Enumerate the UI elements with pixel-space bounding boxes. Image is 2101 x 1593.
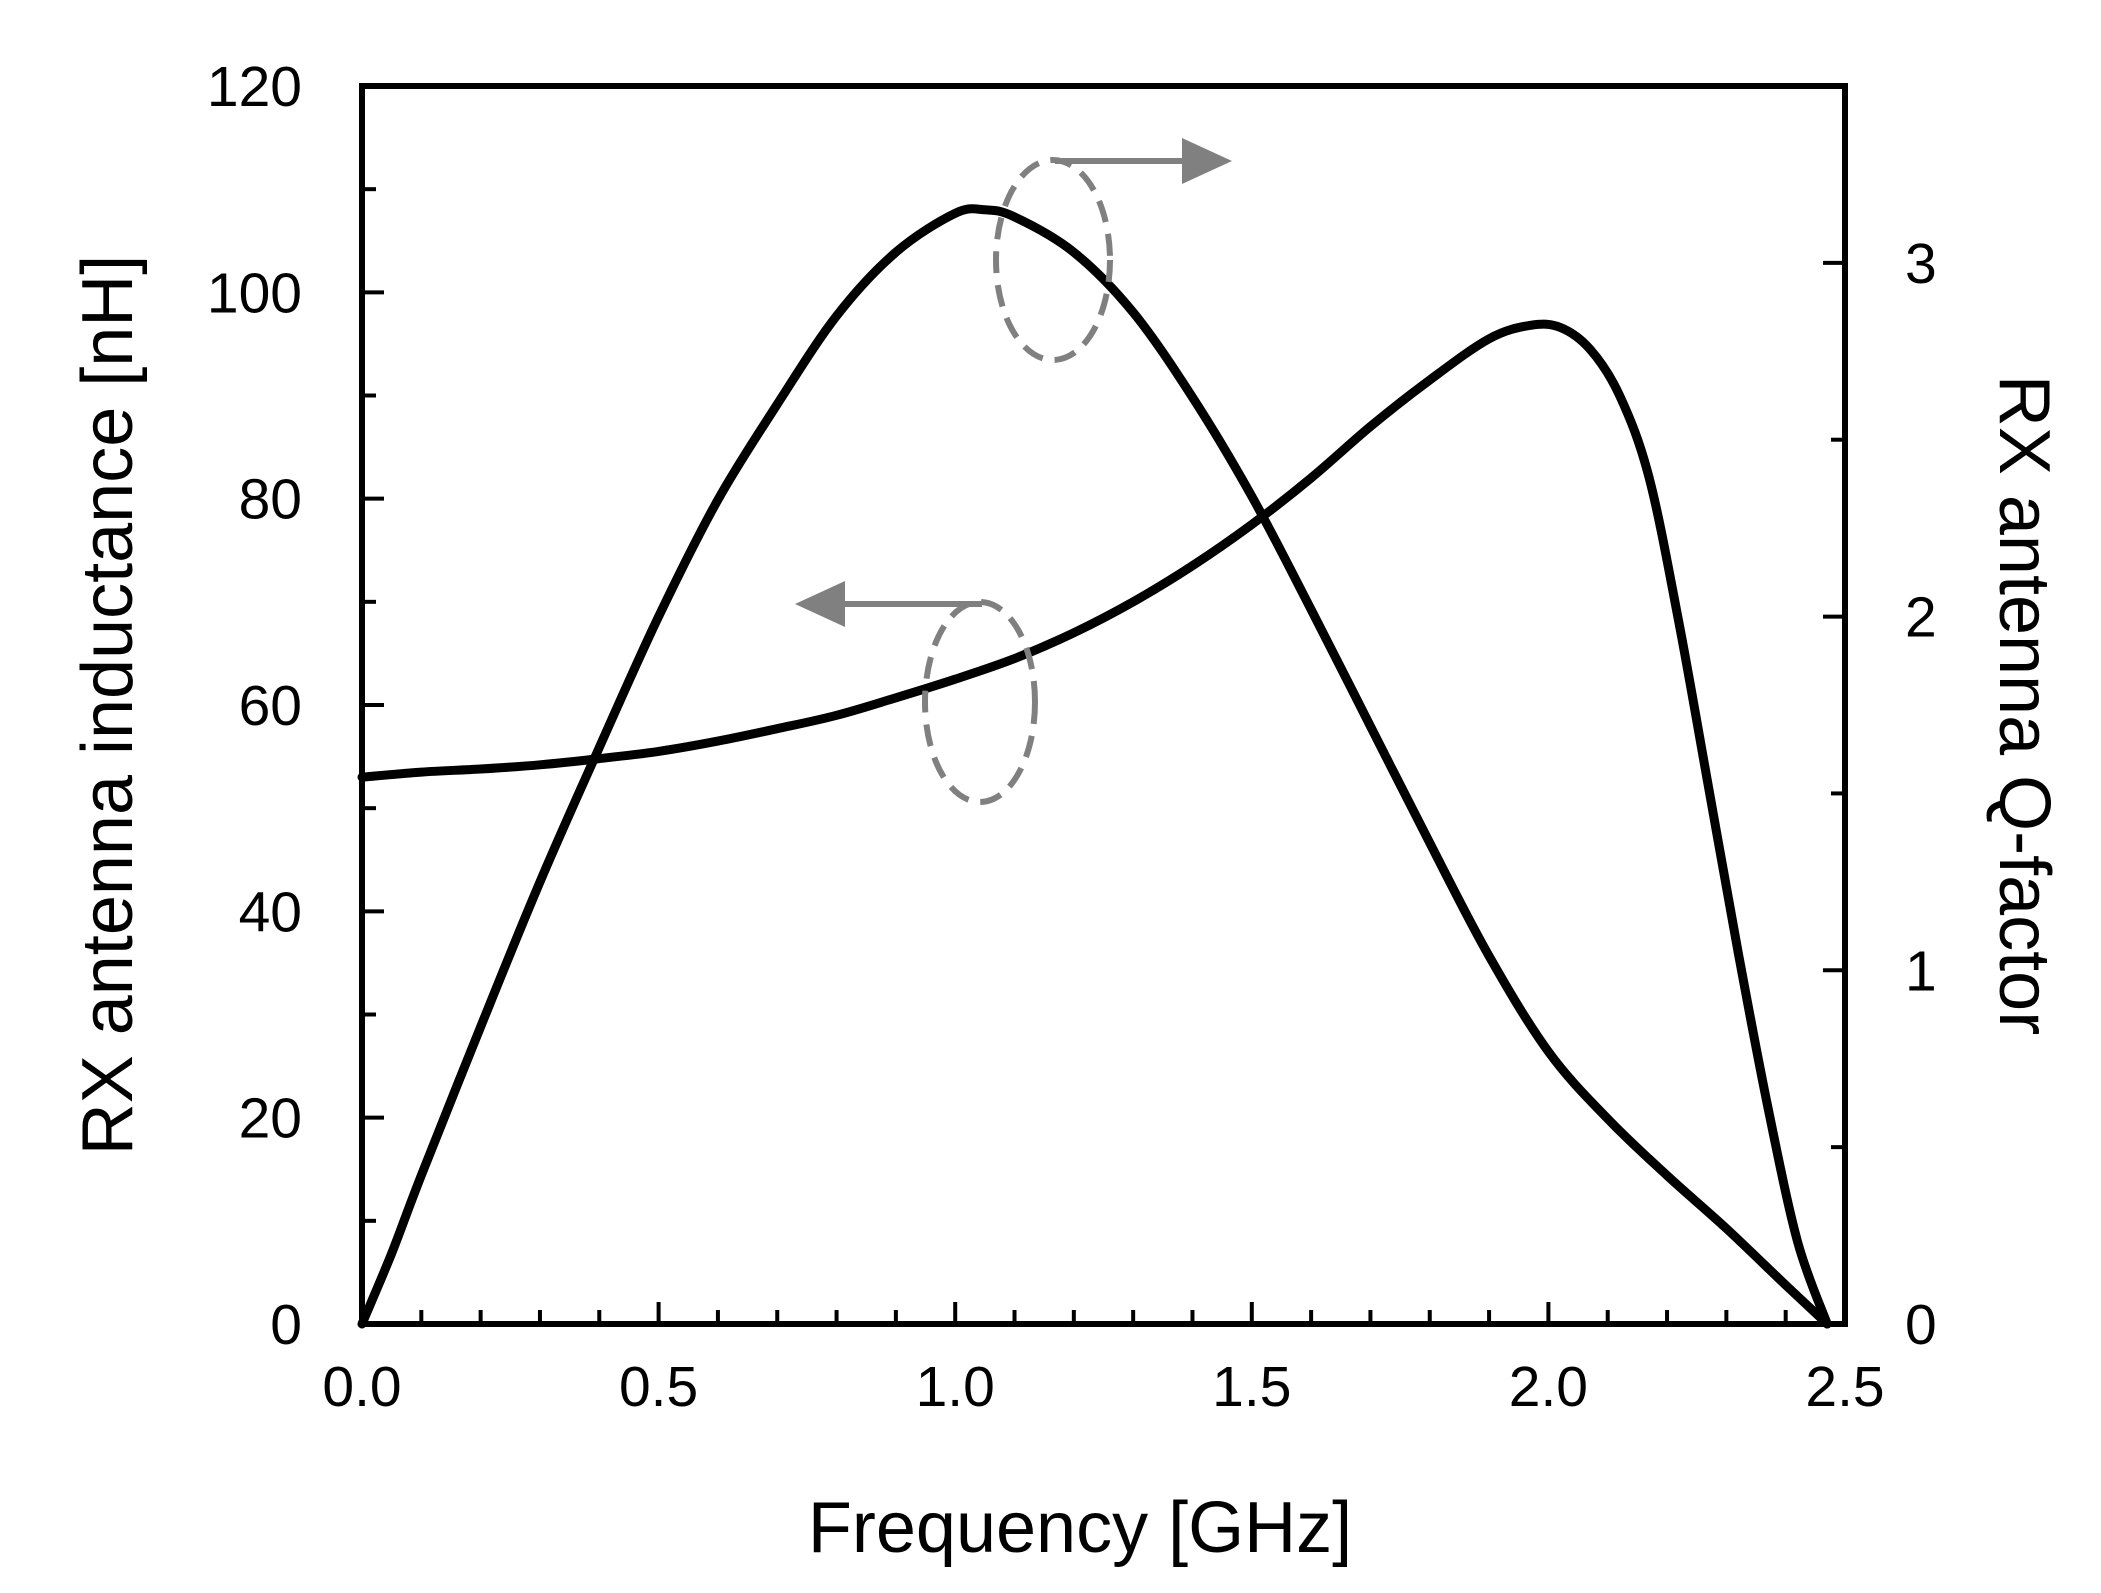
x-tick-label: 0.5 xyxy=(619,1355,698,1419)
x-axis-title: Frequency [GHz] xyxy=(808,1488,1352,1568)
right-y-tick-label: 0 xyxy=(1905,1293,1937,1357)
left-y-axis-title: RX antenna inductance [nH] xyxy=(68,255,148,1156)
q-factor-annotation-ellipse xyxy=(993,157,1113,363)
inductance-annotation-ellipse xyxy=(922,599,1038,805)
left-y-tick-label: 0 xyxy=(270,1293,302,1357)
x-tick-label: 2.0 xyxy=(1509,1355,1588,1419)
q-factor-curve xyxy=(357,204,1832,1329)
left-y-tick-label: 120 xyxy=(207,55,302,119)
left-y-tick-label: 20 xyxy=(239,1087,302,1151)
right-y-tick-label: 2 xyxy=(1905,586,1937,650)
right-y-axis-ticks: 0 1 2 3 xyxy=(1823,84,1937,1357)
arrow-left-icon xyxy=(795,581,845,627)
left-y-tick-label: 100 xyxy=(207,261,302,325)
left-y-tick-label: 40 xyxy=(239,880,302,944)
right-y-axis-title: RX antenna Q-factor xyxy=(1984,375,2064,1035)
x-tick-label: 2.5 xyxy=(1805,1355,1884,1419)
arrow-right-icon xyxy=(1182,138,1232,184)
right-y-tick-label: 1 xyxy=(1905,939,1937,1003)
left-y-tick-label: 80 xyxy=(239,468,302,532)
left-y-tick-label: 60 xyxy=(239,674,302,738)
left-y-axis-ticks: 0 20 40 60 80 100 120 xyxy=(207,55,384,1357)
x-axis-ticks: 0.0 0.5 1.0 1.5 2.0 2.5 xyxy=(322,1302,1885,1419)
annotation-layer xyxy=(795,138,1232,805)
inductance-curve xyxy=(357,319,1832,1329)
x-tick-label: 0.0 xyxy=(322,1355,401,1419)
series-layer xyxy=(357,204,1832,1329)
right-y-tick-label: 3 xyxy=(1905,232,1937,296)
x-tick-label: 1.5 xyxy=(1212,1355,1291,1419)
x-tick-label: 1.0 xyxy=(916,1355,995,1419)
